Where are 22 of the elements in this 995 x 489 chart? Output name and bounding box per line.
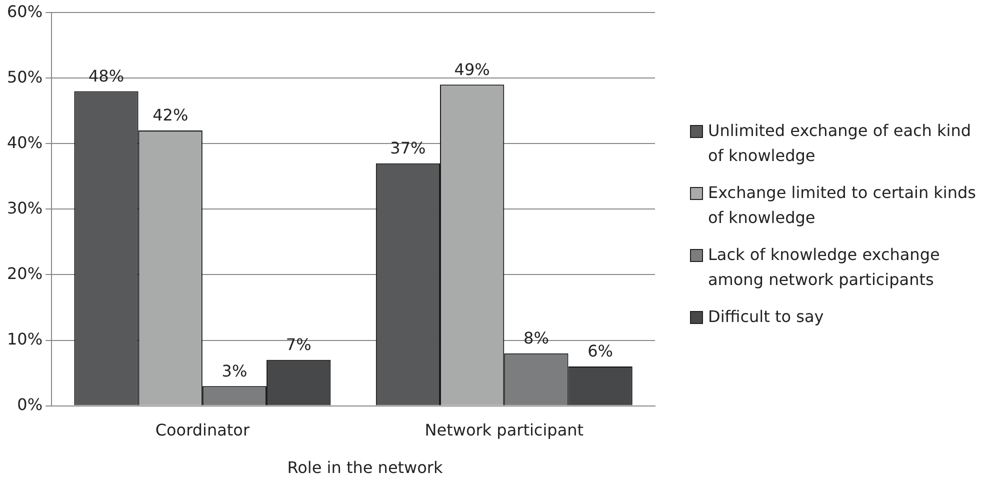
y-tick-label: 60% [7, 2, 43, 21]
data-label: 3% [222, 361, 248, 380]
data-label: 49% [454, 60, 490, 79]
x-tick-label: Coordinator [155, 420, 250, 440]
data-label: 37% [390, 138, 426, 158]
x-tick-label: Network participant [424, 420, 584, 440]
y-tick-label: 50% [7, 67, 43, 86]
data-label: 7% [286, 335, 312, 354]
legend-label: Exchange limited to certain kinds of knowledge [708, 182, 978, 229]
legend-label: Difficult to say [708, 306, 824, 328]
x-axis-title: Role in the network [286, 458, 444, 477]
data-label: 6% [588, 342, 614, 361]
y-tick-label: 10% [7, 329, 43, 348]
y-tick-label: 20% [7, 264, 43, 283]
legend-label: Unlimited exchange of each kind of knowledge [708, 120, 972, 167]
y-tick-label: 40% [7, 132, 43, 152]
y-tick-label: 30% [7, 198, 43, 218]
data-label: 8% [524, 328, 549, 348]
legend-label: Lack of knowledge exchange among network participants [708, 244, 941, 291]
y-tick-label: 0% [17, 394, 43, 414]
data-label: 48% [88, 66, 124, 86]
data-label: 42% [152, 106, 188, 125]
